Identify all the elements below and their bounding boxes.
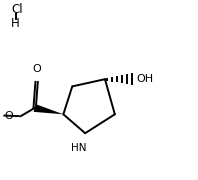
Text: O: O (5, 111, 13, 121)
Text: O: O (32, 64, 41, 74)
Text: HN: HN (71, 143, 87, 153)
Text: H: H (11, 17, 20, 30)
Text: OH: OH (137, 74, 154, 84)
Text: Cl: Cl (11, 3, 23, 16)
Polygon shape (34, 104, 63, 114)
